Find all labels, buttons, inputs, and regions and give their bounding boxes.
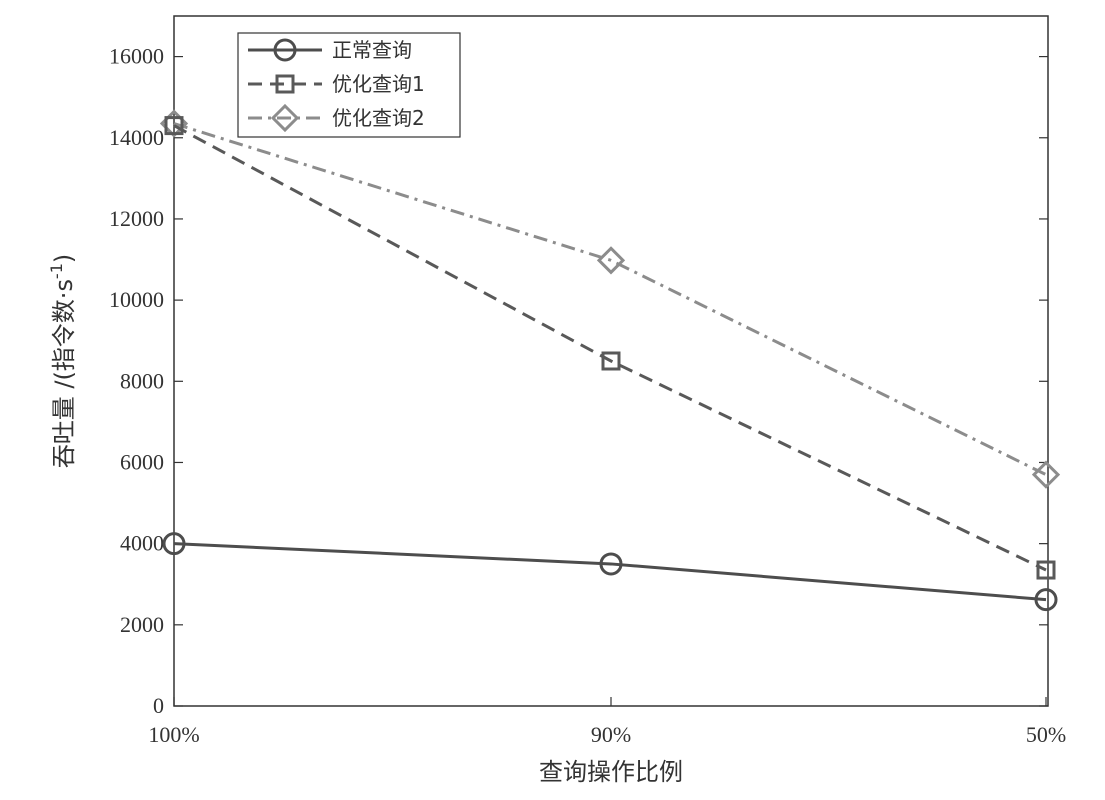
x-axis-title: 查询操作比例	[539, 758, 683, 786]
series-line	[173, 124, 1047, 572]
y-axis-title: 吞吐量 /(指令数·s-1)	[47, 254, 78, 469]
legend-marker	[270, 103, 300, 133]
y-tick-label: 0	[153, 693, 164, 718]
data-point	[162, 532, 186, 556]
y-tick-label: 16000	[109, 44, 164, 69]
data-point	[1031, 460, 1061, 489]
y-tick-label: 10000	[109, 287, 164, 312]
y-axis-ticks: 0 2000 4000 6000 8000 10000 12000 14000 16000	[109, 44, 1048, 718]
legend-label: 优化查询1	[332, 72, 425, 96]
legend-marker	[273, 38, 297, 62]
y-tick-label: 8000	[120, 368, 164, 393]
x-tick-label: 50%	[1026, 722, 1066, 747]
y-tick-label: 4000	[120, 531, 164, 556]
y-tick-label: 6000	[120, 449, 164, 474]
y-tick-label: 14000	[109, 125, 164, 150]
legend-label: 优化查询2	[332, 106, 425, 130]
series-layer	[159, 109, 1061, 612]
x-tick-label: 100%	[148, 722, 199, 747]
data-point	[596, 246, 626, 275]
data-point	[601, 351, 621, 371]
x-tick-label: 90%	[591, 722, 631, 747]
legend-marker	[275, 74, 295, 94]
series-2	[164, 116, 1056, 580]
data-point	[599, 552, 623, 576]
series-line	[173, 542, 1047, 602]
data-point	[1036, 560, 1056, 580]
x-axis-ticks: 100% 90% 50%	[148, 697, 1066, 747]
series-line	[173, 122, 1047, 476]
y-axis-title-main: 吞吐量 /(指令数·s	[50, 279, 78, 468]
data-point	[1034, 588, 1058, 612]
legend-label: 正常查询	[332, 38, 412, 62]
y-axis-title-close: )	[50, 254, 78, 263]
y-tick-label: 2000	[120, 612, 164, 637]
y-tick-label: 12000	[109, 206, 164, 231]
data-point	[164, 116, 184, 136]
y-axis-title-superscript: -1	[47, 263, 66, 279]
series-1	[162, 532, 1058, 612]
